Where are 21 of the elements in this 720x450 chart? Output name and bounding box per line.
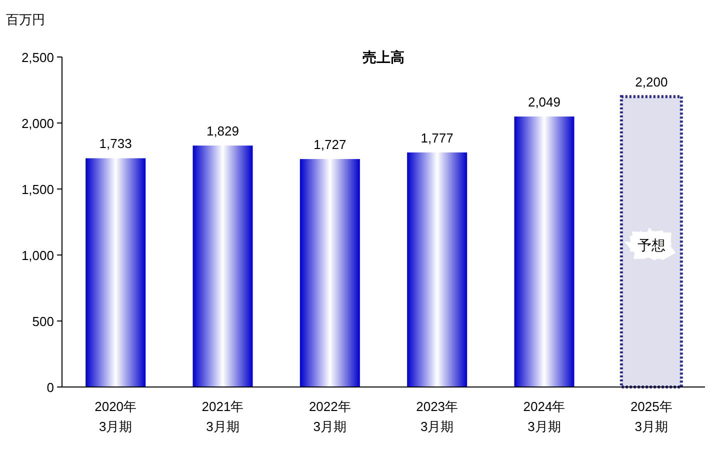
x-tick-label: 2025年 3月期 bbox=[630, 399, 672, 434]
x-tick-label: 2021年 3月期 bbox=[202, 399, 244, 434]
x-tick-label: 2020年 3月期 bbox=[94, 399, 137, 434]
data-label: 1,829 bbox=[206, 124, 240, 139]
chart-title: 売上高 bbox=[362, 49, 404, 65]
annotation: 予想 bbox=[637, 237, 666, 253]
x-tick-label: 2024年 3月期 bbox=[523, 399, 566, 434]
y-tick-label: 1,000 bbox=[21, 248, 54, 263]
x-tick-label: 2023年 3月期 bbox=[416, 399, 458, 434]
y-tick-label: 0 bbox=[46, 380, 54, 395]
data-label: 1,777 bbox=[420, 130, 454, 146]
y-tick-label: 2,500 bbox=[21, 50, 54, 65]
data-label: 1,733 bbox=[99, 136, 132, 152]
data-label: 1,727 bbox=[314, 137, 346, 152]
x-tick-label: 2022年 3月期 bbox=[308, 399, 351, 434]
y-tick-label: 500 bbox=[32, 314, 54, 329]
y-axis-title: 百万円 bbox=[6, 12, 45, 27]
y-tick-label: 2,000 bbox=[21, 116, 54, 131]
data-label: 2,200 bbox=[635, 74, 668, 90]
y-tick-label: 1,500 bbox=[21, 182, 54, 197]
data-label: 2,049 bbox=[528, 94, 561, 110]
